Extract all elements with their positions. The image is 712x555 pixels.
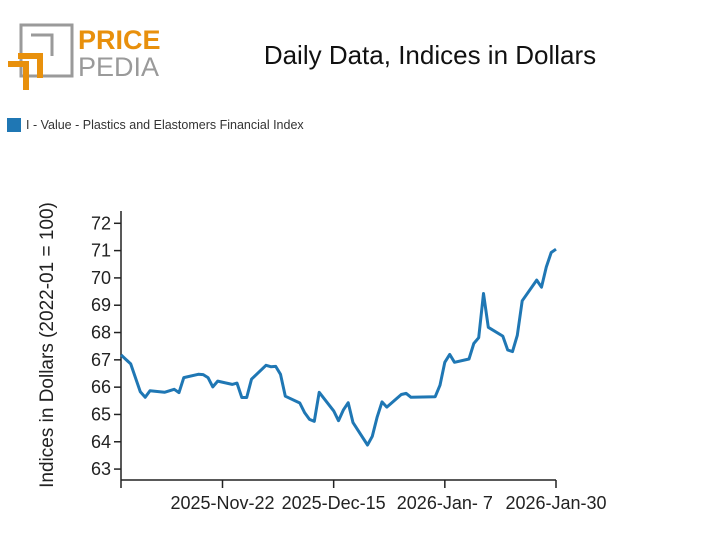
- y-tick-label: 67: [91, 350, 111, 370]
- y-tick: 63: [91, 459, 121, 479]
- pricepedia-logo: PRICE PEDIA: [8, 23, 160, 90]
- y-tick: 67: [91, 350, 121, 370]
- x-tick: 2025-Nov-22: [170, 480, 275, 513]
- logo-text-pedia: PEDIA: [78, 52, 159, 82]
- y-tick: 66: [91, 377, 121, 397]
- legend-swatch: [7, 118, 21, 132]
- logo-square-inner: [31, 33, 54, 56]
- y-tick-label: 71: [91, 241, 111, 261]
- logo-square-outer: [19, 23, 74, 78]
- logo-corner-inner: [18, 53, 43, 78]
- y-tick-label: 63: [91, 459, 111, 479]
- y-tick: 71: [91, 241, 121, 261]
- x-tick-label: 2026-Jan-30: [505, 493, 606, 513]
- x-tick: 2026-Jan- 7: [397, 480, 493, 513]
- logo-text-price: PRICE: [78, 25, 160, 55]
- legend-item[interactable]: I - Value - Plastics and Elastomers Fina…: [7, 118, 304, 132]
- y-tick: 72: [91, 213, 121, 233]
- y-tick: 69: [91, 295, 121, 315]
- x-tick-label: 2026-Jan- 7: [397, 493, 493, 513]
- y-tick-label: 66: [91, 377, 111, 397]
- y-tick-label: 70: [91, 268, 111, 288]
- x-axis: 2025-Nov-22 2025-Dec-15 2026-Jan- 7 2026-Ja…: [120, 479, 607, 513]
- y-tick-label: 68: [91, 323, 111, 343]
- y-tick: 68: [91, 323, 121, 343]
- y-tick-label: 69: [91, 295, 111, 315]
- y-tick-label: 72: [91, 213, 111, 233]
- logo-corner-outer: [8, 61, 29, 90]
- chart-title: Daily Data, Indices in Dollars: [263, 40, 597, 70]
- x-tick-label: 2025-Dec-15: [282, 493, 386, 513]
- y-tick: 65: [91, 404, 121, 424]
- x-tick-label: 2025-Nov-22: [170, 493, 274, 513]
- legend-label: I - Value - Plastics and Elastomers Fina…: [26, 118, 304, 132]
- x-tick: 2026-Jan-30: [505, 480, 607, 513]
- y-axis-label: Indices in Dollars (2022-01 = 100): [37, 202, 58, 488]
- series-line: [119, 247, 557, 447]
- x-tick: 2025-Dec-15: [282, 480, 386, 513]
- y-tick: 64: [91, 432, 121, 452]
- y-tick: 70: [91, 268, 121, 288]
- y-tick-label: 65: [91, 404, 111, 424]
- y-axis: 63 64 65 66 67 68 69 70 71 72: [91, 211, 122, 480]
- y-tick-label: 64: [91, 432, 111, 452]
